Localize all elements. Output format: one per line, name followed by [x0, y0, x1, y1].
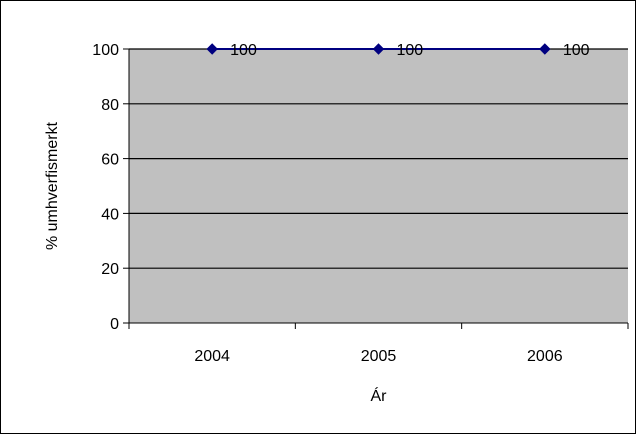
data-point-marker [372, 43, 385, 55]
y-tick-label: 100 [92, 42, 119, 59]
axes [128, 49, 628, 324]
data-point-marker [539, 43, 551, 55]
series-group: 100 100 100 [206, 42, 590, 59]
x-tick-label: 2004 [194, 348, 230, 365]
plot-area [129, 49, 628, 323]
y-tick-label: 60 [101, 152, 119, 169]
x-axis-ticks: 2004 2005 2006 [128, 323, 629, 365]
y-axis-ticks: 0 20 40 60 80 100 [92, 42, 129, 333]
data-point-marker [206, 43, 218, 55]
data-label: 100 [230, 42, 257, 59]
y-axis-title: % umhverfismerkt [44, 121, 61, 250]
y-tick-label: 0 [110, 316, 119, 333]
y-tick-label: 20 [101, 261, 119, 278]
x-tick-label: 2006 [527, 348, 563, 365]
y-tick-label: 40 [101, 206, 119, 223]
x-tick-label: 2005 [361, 348, 397, 365]
x-axis-title: Ár [371, 386, 388, 405]
y-tick-label: 80 [101, 97, 119, 114]
data-label: 100 [563, 42, 590, 59]
data-label: 100 [397, 42, 424, 59]
